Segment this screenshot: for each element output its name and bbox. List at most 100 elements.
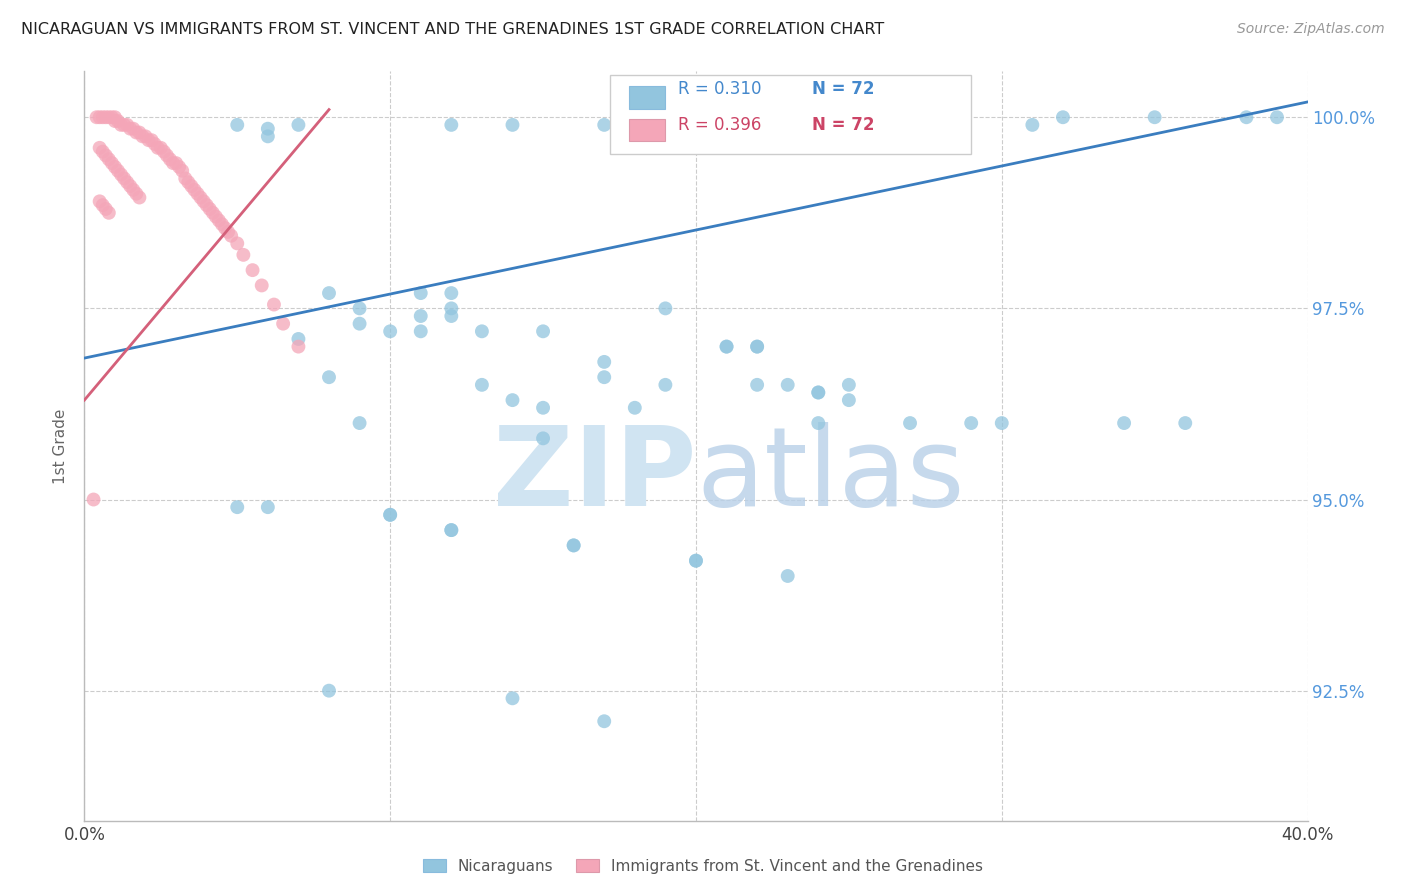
Point	[143, 136, 166, 151]
Point	[747, 340, 769, 354]
Point	[838, 118, 860, 132]
Point	[1265, 110, 1288, 124]
Point	[502, 118, 524, 132]
Point	[214, 221, 236, 235]
Point	[531, 324, 554, 338]
Point	[869, 118, 891, 132]
Point	[271, 317, 294, 331]
Point	[172, 163, 194, 178]
Point	[1236, 110, 1258, 124]
Point	[776, 377, 799, 392]
Point	[162, 156, 184, 170]
Point	[94, 148, 117, 162]
Point	[193, 194, 215, 209]
Bar	[628, 87, 665, 109]
Bar	[628, 119, 665, 141]
Point	[107, 163, 129, 178]
Point	[807, 385, 830, 400]
Point	[747, 340, 769, 354]
Point	[122, 121, 145, 136]
Y-axis label: 1st Grade: 1st Grade	[53, 409, 69, 483]
Point	[131, 129, 153, 144]
Point	[174, 171, 197, 186]
Point	[593, 714, 616, 729]
Point	[380, 324, 402, 338]
Point	[1021, 118, 1043, 132]
Point	[141, 133, 163, 147]
Point	[91, 110, 114, 124]
Point	[104, 110, 127, 124]
Point	[226, 118, 249, 132]
Point	[409, 286, 432, 301]
Point	[380, 508, 402, 522]
Point	[531, 401, 554, 415]
Point	[440, 301, 463, 316]
Point	[89, 141, 111, 155]
Point	[562, 538, 585, 552]
Point	[838, 393, 860, 408]
Point	[167, 160, 190, 174]
Point	[807, 416, 830, 430]
Point	[593, 118, 616, 132]
Point	[349, 416, 371, 430]
Point	[107, 114, 129, 128]
Point	[1174, 416, 1197, 430]
Point	[125, 126, 148, 140]
Point	[869, 118, 891, 132]
Point	[685, 554, 707, 568]
Point	[159, 153, 181, 167]
FancyBboxPatch shape	[610, 75, 972, 153]
Text: R = 0.310: R = 0.310	[678, 79, 761, 97]
Point	[440, 309, 463, 323]
Text: N = 72: N = 72	[813, 79, 875, 97]
Point	[471, 324, 494, 338]
Point	[807, 385, 830, 400]
Point	[1143, 110, 1166, 124]
Point	[257, 121, 280, 136]
Point	[128, 126, 150, 140]
Point	[440, 118, 463, 132]
Point	[91, 198, 114, 212]
Point	[104, 114, 127, 128]
Point	[380, 508, 402, 522]
Point	[120, 179, 142, 194]
Point	[349, 301, 371, 316]
Point	[156, 148, 179, 162]
Point	[208, 213, 231, 227]
Point	[263, 297, 285, 311]
Point	[138, 133, 160, 147]
Point	[97, 153, 120, 167]
Point	[654, 377, 676, 392]
Point	[83, 492, 105, 507]
Point	[287, 340, 309, 354]
Point	[226, 500, 249, 515]
Point	[89, 110, 111, 124]
Point	[97, 110, 120, 124]
Text: atlas: atlas	[696, 423, 965, 530]
Point	[101, 156, 124, 170]
Point	[110, 168, 132, 182]
Point	[502, 393, 524, 408]
Point	[195, 198, 218, 212]
Point	[112, 171, 135, 186]
Point	[232, 248, 254, 262]
Point	[318, 683, 340, 698]
Point	[135, 129, 157, 144]
Point	[349, 317, 371, 331]
Point	[104, 160, 127, 174]
Point	[838, 377, 860, 392]
Point	[101, 110, 124, 124]
Point	[776, 569, 799, 583]
Point	[198, 202, 221, 216]
Point	[624, 401, 647, 415]
Point	[747, 377, 769, 392]
Point	[562, 538, 585, 552]
Point	[685, 554, 707, 568]
Point	[180, 179, 202, 194]
Point	[1052, 110, 1074, 124]
Point	[91, 145, 114, 159]
Point	[89, 194, 111, 209]
Point	[716, 340, 738, 354]
Point	[125, 186, 148, 201]
Point	[654, 118, 676, 132]
